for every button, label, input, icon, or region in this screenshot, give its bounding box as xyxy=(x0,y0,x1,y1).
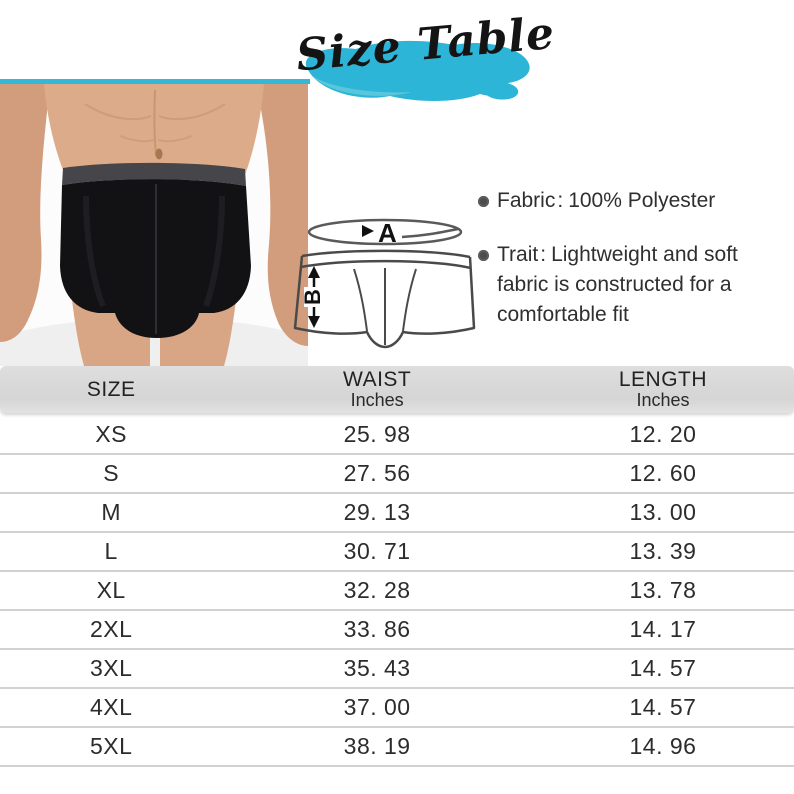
boxer-diagram-icon: A B xyxy=(293,218,476,349)
feature-label: Trait xyxy=(497,243,539,266)
cell-size: XS xyxy=(95,421,127,447)
feature-fabric: Fabric: 100% Polyester xyxy=(478,186,792,216)
cell-size: 4XL xyxy=(89,694,133,720)
cell-size: XL xyxy=(96,577,126,603)
cell-waist: 29. 13 xyxy=(343,499,411,525)
size-table-body: XS 25. 98 12. 20 S 27. 56 12. 60 M 29. 1… xyxy=(0,416,794,767)
header-waist: WAIST Inches xyxy=(222,367,532,410)
cell-waist: 35. 43 xyxy=(343,655,411,681)
measurement-diagram: A B xyxy=(290,192,478,354)
table-row: M 29. 13 13. 00 xyxy=(0,494,794,533)
cell-waist: 30. 71 xyxy=(343,538,411,564)
cell-length: 14. 17 xyxy=(629,616,697,642)
cell-length: 12. 60 xyxy=(629,460,697,486)
cell-length: 14. 96 xyxy=(629,733,697,759)
cell-size: M xyxy=(101,499,121,525)
cell-length: 13. 39 xyxy=(629,538,697,564)
cell-waist: 37. 00 xyxy=(343,694,411,720)
cell-size: S xyxy=(103,460,120,486)
table-row: 5XL 38. 19 14. 96 xyxy=(0,728,794,767)
cell-size: L xyxy=(104,538,118,564)
cell-waist: 27. 56 xyxy=(343,460,411,486)
feature-value: Lightweight and soft fabric is construct… xyxy=(497,243,738,326)
cell-length: 14. 57 xyxy=(629,655,697,681)
feature-value: 100% Polyester xyxy=(568,189,716,212)
cell-waist: 32. 28 xyxy=(343,577,411,603)
feature-colon: : xyxy=(557,189,564,212)
cell-length: 12. 20 xyxy=(629,421,697,447)
table-row: XS 25. 98 12. 20 xyxy=(0,416,794,455)
bullet-dot-icon xyxy=(478,196,489,207)
cell-size: 2XL xyxy=(89,616,133,642)
header-length-unit: Inches xyxy=(636,389,690,410)
model-photo xyxy=(0,84,308,366)
header-waist-unit: Inches xyxy=(350,389,404,410)
model-photo-illustration xyxy=(0,84,308,366)
waist-arrow-label: A xyxy=(378,218,397,248)
table-row: XL 32. 28 13. 78 xyxy=(0,572,794,611)
cell-waist: 33. 86 xyxy=(343,616,411,642)
header-waist-title: WAIST xyxy=(343,367,412,391)
feature-label: Fabric xyxy=(497,189,556,212)
header-length-title: LENGTH xyxy=(618,367,708,391)
header-size-title: SIZE xyxy=(86,377,136,401)
cell-length: 13. 00 xyxy=(629,499,697,525)
cell-waist: 25. 98 xyxy=(343,421,411,447)
cell-length: 14. 57 xyxy=(629,694,697,720)
title-blob-shape xyxy=(292,38,538,104)
feature-list: Fabric: 100% Polyester Trait: Lightweight … xyxy=(478,176,792,354)
length-arrow-label: B xyxy=(300,289,325,305)
feature-fabric-text: Fabric: 100% Polyester xyxy=(497,186,791,216)
cell-waist: 38. 19 xyxy=(343,733,411,759)
feature-trait: Trait: Lightweight and soft fabric is con… xyxy=(478,240,792,330)
cell-size: 5XL xyxy=(89,733,133,759)
feature-colon: : xyxy=(540,243,547,266)
title-accent-line xyxy=(0,79,310,84)
table-row: 2XL 33. 86 14. 17 xyxy=(0,611,794,650)
header-size: SIZE xyxy=(0,377,222,401)
cell-size: 3XL xyxy=(89,655,133,681)
feature-trait-text: Trait: Lightweight and soft fabric is con… xyxy=(497,240,791,330)
brush-blob-icon xyxy=(305,40,530,101)
size-table-header: SIZE WAIST Inches LENGTH Inches xyxy=(0,366,794,413)
table-row: 4XL 37. 00 14. 57 xyxy=(0,689,794,728)
cell-length: 13. 78 xyxy=(629,577,697,603)
table-row: S 27. 56 12. 60 xyxy=(0,455,794,494)
table-row: 3XL 35. 43 14. 57 xyxy=(0,650,794,689)
table-row: L 30. 71 13. 39 xyxy=(0,533,794,572)
size-table: SIZE WAIST Inches LENGTH Inches XS 25. 9… xyxy=(0,366,794,767)
bullet-dot-icon xyxy=(478,250,489,261)
header-length: LENGTH Inches xyxy=(532,367,794,410)
